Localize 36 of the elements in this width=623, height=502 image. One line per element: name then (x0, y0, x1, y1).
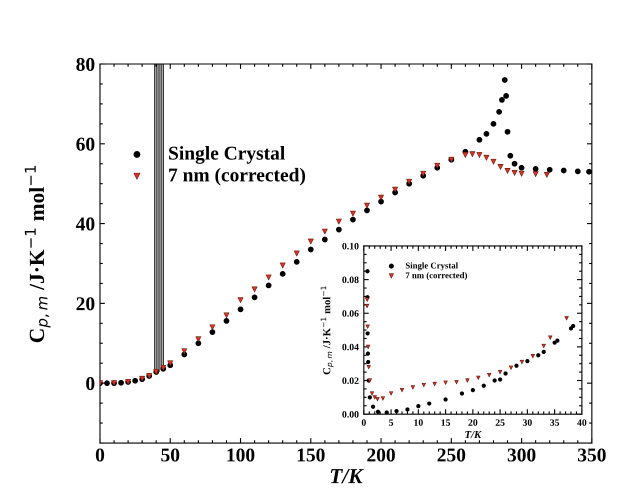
x-tick-label: 150 (298, 448, 325, 462)
x-tick-label: 5 (389, 419, 394, 426)
x-tick-label: 20 (468, 419, 478, 426)
x-tick-label: 35 (550, 419, 560, 426)
y-tick-label: 60 (76, 138, 94, 151)
x-tick-label: 25 (496, 419, 505, 426)
x-tick-label: 0 (362, 419, 366, 426)
y-tick-label: 0.02 (342, 377, 359, 384)
y-tick-label: 0.00 (342, 411, 359, 418)
y-tick-label: 40 (76, 217, 94, 231)
x-tick-label: 100 (228, 448, 254, 462)
y-tick-label: 0.08 (342, 276, 359, 284)
x-tick-label: 350 (578, 448, 606, 462)
x-tick-label: 40 (577, 419, 586, 426)
x-tick-label: 50 (161, 448, 180, 462)
x-tick-label: 200 (367, 448, 395, 462)
y-tick-label: 0.10 (342, 242, 359, 250)
legend-label: Single Crystal (406, 262, 458, 270)
x-tick-label: 300 (508, 448, 536, 462)
x-axis-title: T/K (330, 469, 364, 484)
y-tick-label: 0 (86, 376, 94, 390)
legend-label: Single Crystal (169, 146, 285, 164)
y-axis-title: C$_{p,m}$ /J·K$^{−1}$ mol$^{−1}$ (24, 166, 51, 342)
legend-label: 7 nm (corrected) (169, 168, 306, 186)
x-axis-title: T/K (465, 430, 482, 438)
x-tick-label: 10 (414, 419, 423, 426)
y-tick-label: 0.06 (342, 310, 359, 317)
x-tick-label: 250 (438, 448, 466, 462)
x-tick-label: 15 (442, 419, 450, 426)
y-tick-label: 20 (76, 297, 94, 310)
y-tick-label: 0.04 (342, 344, 359, 350)
x-tick-label: 30 (522, 419, 532, 426)
y-tick-label: 80 (76, 58, 94, 71)
y-axis-title: C$_{p,m}$ /J·K$^{−1}$ mol$^{−1}$ (320, 286, 334, 374)
x-tick-label: 0 (96, 448, 104, 462)
legend-label: 7 nm (corrected) (406, 272, 468, 280)
